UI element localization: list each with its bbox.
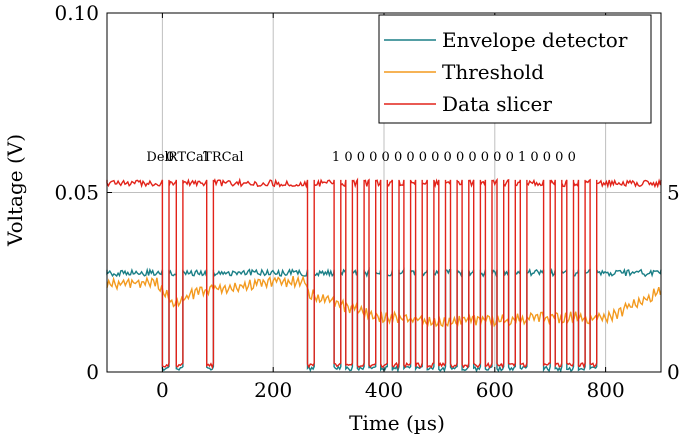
y-tick-label: 0.10 [54,1,99,25]
annotation-segment: Del. [146,150,172,165]
annotation-bits: 1 0 0 0 0 0 0 0 0 0 0 0 0 0 0 1 0 0 0 0 [332,150,576,165]
y-tick-label: 0.05 [54,181,99,205]
x-tick-label: 0 [156,378,169,402]
y-axis-label: Voltage (V) [3,134,27,247]
x-tick-label: 200 [254,378,292,402]
annotation-segment: RTCal [168,150,208,165]
x-tick-label: 400 [365,378,403,402]
legend-label-envelope: Envelope detector [442,28,628,52]
legend: Envelope detector Threshold Data slicer [378,14,652,124]
x-axis-label: Time (µs) [349,411,445,435]
legend-label-threshold: Threshold [442,60,544,84]
series-threshold [106,274,662,328]
legend-label-slicer: Data slicer [442,92,552,116]
x-tick-label: 800 [587,378,625,402]
right-tick-label: 0 [667,360,680,384]
annotation-segment: TRCal [203,150,243,165]
x-tick-label: 600 [476,378,514,402]
series-layer [106,177,662,373]
y-tick-label: 0 [86,360,99,384]
legend-box [378,14,652,124]
series-data-slicer [106,177,662,370]
right-tick-label: 5 [667,181,680,205]
annotation-segment: 0 [166,150,174,165]
